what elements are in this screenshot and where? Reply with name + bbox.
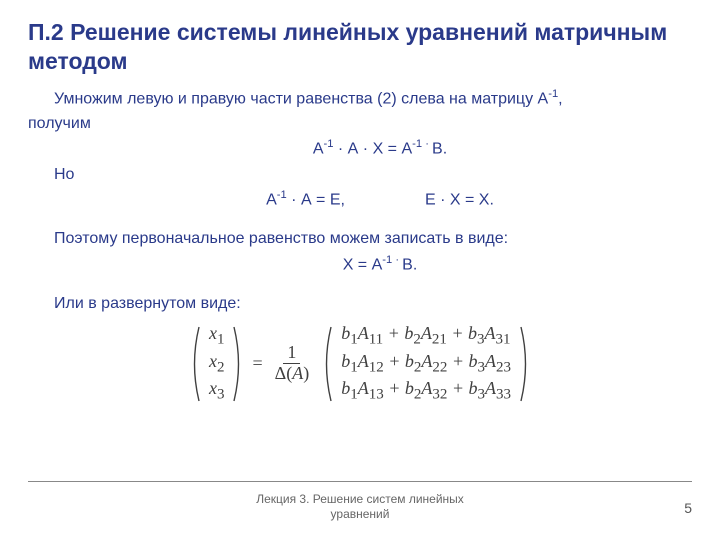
var: x <box>209 378 217 398</box>
superscript: -1 <box>548 88 558 100</box>
paren-left-icon <box>189 325 201 403</box>
text: Х = А <box>343 257 383 274</box>
superscript: -1 <box>324 138 334 150</box>
sub: 1 <box>217 332 225 348</box>
text: В. <box>432 141 447 158</box>
matrix-row: b1A12 + b2A22 + b3A23 <box>341 351 511 377</box>
footer-divider <box>28 481 692 482</box>
paren-left-icon <box>321 325 333 403</box>
equation-2: А-1 · А = Е, Е · Х = Х. <box>28 187 692 213</box>
paragraph-4: Или в развернутом виде: <box>28 292 692 317</box>
denominator: Δ(A) <box>271 364 314 384</box>
x3: x3 <box>209 378 225 404</box>
var: x <box>209 323 217 343</box>
footer-line-2: уравнений <box>0 507 720 522</box>
text: · А = Е, <box>287 192 345 209</box>
sub: 2 <box>217 359 225 375</box>
text: · <box>422 138 432 150</box>
text: Умножим левую и правую части равенства (… <box>54 90 548 107</box>
text: · <box>392 254 402 266</box>
vector-x: x1 x2 x3 <box>209 323 225 404</box>
superscript: -1 <box>277 189 287 201</box>
matrix-rhs: b1A11 + b2A21 + b3A31 b1A12 + b2A22 + b3… <box>341 323 511 404</box>
text: А <box>266 192 277 209</box>
footer-text: Лекция 3. Решение систем линейных уравне… <box>0 492 720 522</box>
text: Е · Х = Х. <box>425 192 494 209</box>
text: А <box>313 141 324 158</box>
paren-right-icon <box>519 325 531 403</box>
superscript: -1 <box>382 254 392 266</box>
spacer <box>28 278 692 292</box>
slide-body: Умножим левую и правую части равенства (… <box>28 86 692 318</box>
numerator: 1 <box>283 343 300 364</box>
equation-3: Х = А-1 · В. <box>28 252 692 278</box>
equals: = <box>252 353 262 374</box>
footer-line-1: Лекция 3. Решение систем линейных <box>0 492 720 507</box>
page-number: 5 <box>684 500 692 516</box>
text: · А · Х = А <box>333 141 412 158</box>
paren-right-icon <box>232 325 244 403</box>
fraction: 1 Δ(A) <box>271 343 314 384</box>
paragraph-3: Поэтому первоначальное равенство можем з… <box>28 227 692 252</box>
matrix-row: b1A11 + b2A21 + b3A31 <box>341 323 510 349</box>
paragraph-2: Но <box>28 163 692 188</box>
slide-title: П.2 Решение системы линейных уравнений м… <box>28 18 692 76</box>
x1: x1 <box>209 323 225 349</box>
spacer <box>28 213 692 227</box>
slide: П.2 Решение системы линейных уравнений м… <box>0 0 720 540</box>
paragraph-1: Умножим левую и правую части равенства (… <box>28 86 692 112</box>
text: , <box>558 90 562 107</box>
superscript: -1 <box>412 138 422 150</box>
equation-1: А-1 · А · Х = А-1 · В. <box>28 136 692 162</box>
matrix-formula: x1 x2 x3 = 1 Δ(A) b1A11 + b2A21 + b3A31 … <box>28 323 692 404</box>
x2: x2 <box>209 351 225 377</box>
sub: 3 <box>217 387 225 403</box>
paragraph-1b: получим <box>28 112 692 137</box>
var: x <box>209 351 217 371</box>
matrix-row: b1A13 + b2A32 + b3A33 <box>341 378 511 404</box>
text: В. <box>402 257 417 274</box>
